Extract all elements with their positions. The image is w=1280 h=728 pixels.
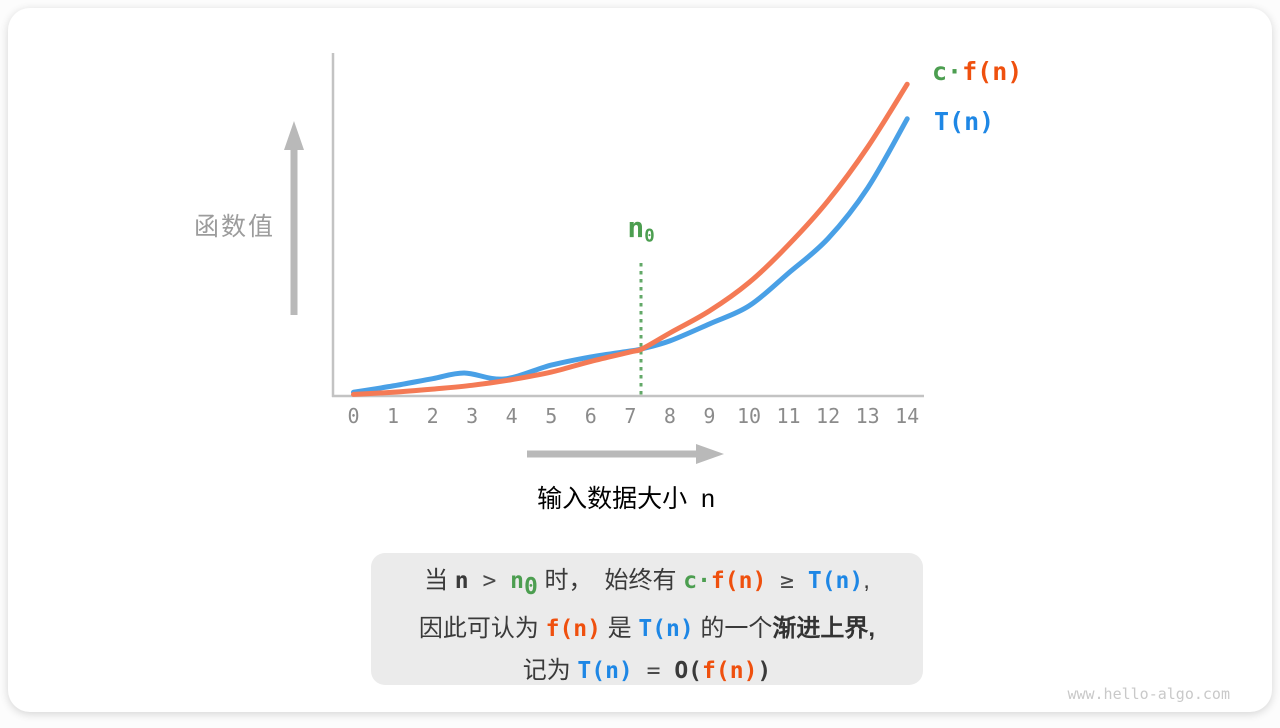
- text-segment: n: [454, 568, 469, 594]
- x-tick-label: 1: [387, 404, 400, 428]
- text-segment: n: [510, 568, 525, 594]
- text-segment: n: [701, 485, 715, 513]
- text-segment: f(n): [962, 57, 1023, 86]
- text-segment: 当: [424, 567, 455, 594]
- text-segment: f(n): [710, 568, 767, 594]
- watermark: www.hello-algo.com: [1067, 685, 1230, 703]
- caption-line-3: 记为 T(n) = O(f(n)): [371, 650, 923, 692]
- caption-line-2: 因此可认为 f(n) 是 T(n) 的一个渐进上界,: [371, 608, 923, 650]
- text-segment: 始终有: [604, 567, 684, 594]
- chart-canvas: [284, 53, 924, 464]
- x-tick-label: 13: [855, 404, 880, 428]
- text-segment: 时，: [537, 567, 581, 594]
- x-tick-label: 0: [347, 404, 360, 428]
- text-segment: 是: [600, 614, 639, 642]
- diagram-card: 函数值 输入数据大小 n 0 1 2 3 4 5 6 7 8 9 10 11 12 13 14 n0 c·f…: [8, 8, 1272, 712]
- text-segment: O(: [674, 657, 703, 684]
- x-tick-label: 8: [663, 404, 676, 428]
- x-tick-label: 14: [895, 404, 920, 428]
- x-tick-label: 11: [776, 404, 801, 428]
- x-tick-label: 6: [584, 404, 597, 428]
- text-segment: T(n): [638, 615, 694, 642]
- text-segment: 的一个: [693, 614, 773, 642]
- x-tick-label: 9: [703, 404, 716, 428]
- text-segment: =: [632, 657, 675, 684]
- x-tick-label: 5: [545, 404, 558, 428]
- x-tick-label: 4: [505, 404, 518, 428]
- text-segment: ): [757, 657, 772, 684]
- text-segment: 因此可认为: [418, 614, 546, 642]
- text-segment: >: [468, 568, 511, 594]
- text-segment: 0: [524, 573, 538, 600]
- x-tick-label: 7: [624, 404, 637, 428]
- text-segment: T(n): [934, 107, 995, 136]
- y-axis-label: 函数值: [194, 213, 276, 241]
- text-segment: 记为: [522, 656, 578, 684]
- text-segment: f(n): [545, 615, 601, 642]
- curve-c-f(n): [351, 81, 910, 397]
- n0-annotation-label: n0: [627, 211, 654, 246]
- legend-label-t: T(n): [934, 107, 994, 137]
- x-tick-label: 2: [426, 404, 439, 428]
- text-segment: ≥: [766, 568, 808, 594]
- x-tick-label: 10: [736, 404, 762, 428]
- text-segment: T(n): [807, 568, 864, 594]
- text-segment: 输入数据大小: [537, 485, 701, 513]
- text-segment: ,: [863, 567, 870, 594]
- y-axis-arrowhead-icon: [284, 121, 304, 150]
- text-segment: c·: [932, 57, 963, 86]
- text-segment: [581, 567, 605, 594]
- x-axis-arrowhead-icon: [696, 444, 724, 464]
- x-axis-label: 输入数据大小 n: [537, 479, 715, 515]
- text-segment: c·: [683, 568, 711, 594]
- text-segment: f(n): [702, 657, 758, 684]
- text-segment: n: [627, 211, 645, 244]
- text-segment: 0: [644, 226, 655, 247]
- caption-box: 当 n > n0 时， 始终有 c·f(n) ≥ T(n), 因此可认为 f(n…: [371, 553, 923, 685]
- legend-label-cf: c·f(n): [932, 57, 1022, 87]
- text-segment: T(n): [577, 657, 633, 684]
- x-tick-label: 12: [816, 404, 841, 428]
- text-segment: ,: [868, 614, 876, 642]
- x-tick-labels: 0 1 2 3 4 5 6 7 8 9 10 11 12 13 14: [8, 404, 1280, 428]
- x-tick-label: 3: [466, 404, 479, 428]
- text-segment: 渐进上界: [772, 614, 869, 642]
- caption-line-1: 当 n > n0 时， 始终有 c·f(n) ≥ T(n),: [371, 560, 923, 608]
